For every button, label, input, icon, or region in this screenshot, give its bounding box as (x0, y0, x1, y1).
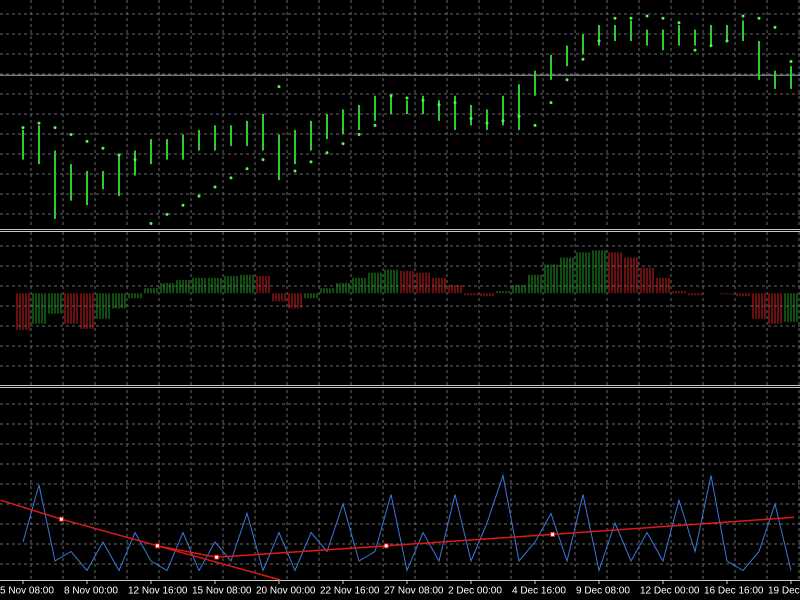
trend-marker (383, 543, 389, 549)
trend-marker (214, 554, 220, 560)
x-tick-label: 9 Dec 08:00 (576, 586, 630, 597)
grid (0, 0, 800, 580)
sar-dot (565, 78, 569, 82)
sar-dot (485, 121, 489, 125)
sar-dot (629, 16, 633, 20)
sar-dot (293, 169, 297, 173)
sar-dot (341, 142, 345, 146)
sar-dot (613, 16, 617, 20)
oscillator-line (22, 473, 792, 573)
sar-dot (213, 185, 217, 189)
sar-dot (133, 158, 137, 162)
sar-dot (453, 101, 457, 105)
x-tick-label: 4 Dec 16:00 (512, 586, 566, 597)
x-tick-label: 5 Nov 08:00 (0, 586, 54, 597)
sar-dot (437, 103, 441, 107)
sar-dot (645, 14, 649, 18)
x-tick-label: 20 Nov 00:00 (256, 586, 316, 597)
sar-dot (37, 121, 41, 125)
sar-dot (309, 160, 313, 164)
sar-dot (677, 21, 681, 25)
x-tick-label: 8 Nov 00:00 (64, 586, 118, 597)
sar-dot (229, 176, 233, 180)
trend-marker (550, 531, 556, 537)
sar-dot (501, 119, 505, 123)
sar-dot (197, 194, 201, 198)
sar-dot (421, 98, 425, 102)
sar-dot (245, 167, 249, 171)
sar-dot (773, 25, 777, 29)
x-tick-label: 12 Nov 16:00 (128, 586, 188, 597)
sar-dot (165, 212, 169, 216)
sar-dot (69, 133, 73, 137)
sar-dot (741, 14, 745, 18)
sar-dot (789, 60, 793, 64)
sar-dot (581, 57, 585, 61)
sar-dot (533, 123, 537, 127)
sar-dot (53, 126, 57, 130)
x-tick-label: 2 Dec 00:00 (448, 586, 502, 597)
x-tick-label: 22 Nov 16:00 (320, 586, 380, 597)
trend-marker (58, 516, 64, 522)
sar-dot (357, 133, 361, 137)
sar-dot (693, 48, 697, 52)
sar-dot (181, 203, 185, 207)
trend-extension (157, 545, 281, 581)
sar-dot (709, 44, 713, 48)
sar-dot (725, 39, 729, 43)
x-tick-label: 27 Nov 08:00 (384, 586, 444, 597)
sar-dot (757, 16, 761, 20)
sar-dot (101, 146, 105, 150)
sar-dot (405, 96, 409, 100)
x-tick-label: 16 Dec 16:00 (704, 586, 764, 597)
sar-dot (389, 94, 393, 98)
sar-dot (261, 158, 265, 162)
sar-dot (469, 117, 473, 121)
sar-dot (373, 123, 377, 127)
sar-dot (549, 101, 553, 105)
sar-dot (21, 126, 25, 130)
x-tick-label: 15 Nov 08:00 (192, 586, 252, 597)
sar-dot (597, 39, 601, 43)
sar-dot (517, 114, 521, 118)
sar-dot (277, 85, 281, 89)
trend-marker (154, 543, 160, 549)
x-tick-label: 12 Dec 00:00 (640, 586, 700, 597)
sar-dot (325, 151, 329, 155)
sar-dot (149, 221, 153, 225)
sar-dot (661, 16, 665, 20)
sar-dot (85, 139, 89, 143)
x-tick-label: 19 Dec 08:00 (768, 586, 800, 597)
sar-dot (117, 153, 121, 157)
